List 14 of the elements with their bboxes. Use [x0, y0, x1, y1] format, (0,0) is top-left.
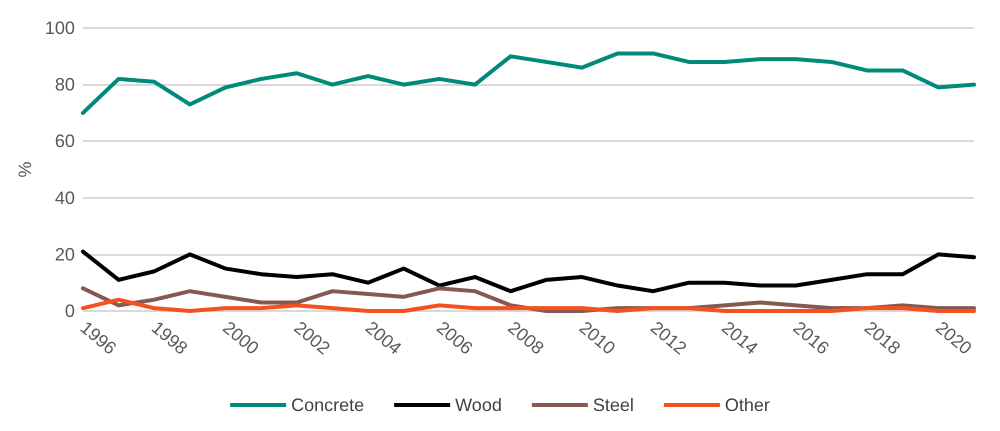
y-tick-label: 60: [54, 131, 75, 152]
y-tick-label: 100: [44, 18, 75, 38]
legend-label: Other: [724, 395, 770, 415]
y-tick-label: 80: [54, 74, 75, 95]
legend-label: Steel: [592, 395, 634, 415]
legend-label: Concrete: [291, 395, 364, 415]
y-tick-label: 20: [54, 244, 75, 264]
line-series: [80, 298, 976, 313]
y-axis-title: %: [15, 161, 35, 178]
y-tick-label: 0: [64, 301, 75, 321]
legend-label: Wood: [455, 395, 502, 415]
line-series: [80, 51, 976, 115]
y-tick-label: 40: [54, 188, 75, 208]
line-series: [80, 250, 976, 294]
